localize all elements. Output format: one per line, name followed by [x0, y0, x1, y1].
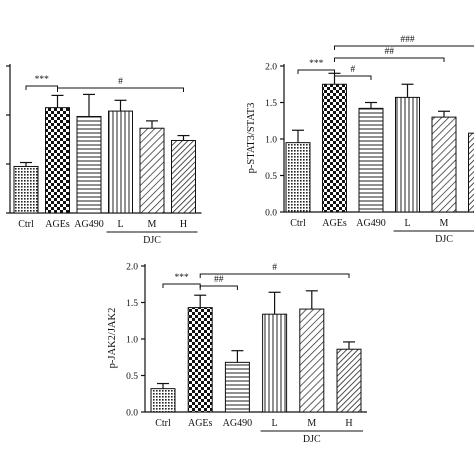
- y-axis-label: p-STAT3/STAT3: [246, 103, 257, 174]
- bar-h: [468, 132, 474, 213]
- significance-label: #: [350, 65, 355, 75]
- x-tick-label: M: [148, 219, 157, 230]
- significance-bracket: [334, 57, 445, 62]
- x-tick-label: Ctrl: [18, 219, 34, 230]
- significance-label: ###: [400, 35, 415, 45]
- x-tick-label: L: [404, 218, 410, 229]
- chart-panel-3: 0.0 0.5 1.0 1.5 2.0 p-JAK2/JAK2 Ctrl AGEs AG490 L…: [107, 263, 367, 445]
- bar-m: [139, 127, 165, 214]
- significance-label: ***: [309, 59, 324, 69]
- x-tick-label: AG490: [356, 218, 385, 229]
- significance-label: ***: [35, 75, 50, 85]
- x-tick-label: AGEs: [322, 218, 347, 229]
- x-tick-label: M: [440, 218, 449, 229]
- chart-panel-2: 0.0 0.5 1.0 1.5 2.0 p-STAT3/STAT3 Ctrl AGEs AG49…: [246, 35, 474, 245]
- bar-m: [299, 308, 325, 413]
- y-tick-label: 1.5: [126, 299, 138, 309]
- bar-ages: [322, 83, 347, 213]
- bar-m: [431, 116, 457, 213]
- y-tick-label: 0.0: [126, 409, 138, 419]
- y-axis-label: p-JAK2/JAK2: [107, 308, 118, 369]
- bar-ages: [187, 307, 213, 413]
- significance-bracket: [199, 273, 350, 278]
- bar-h: [336, 348, 362, 413]
- x-tick-label: AG490: [74, 219, 103, 230]
- x-tick-label: Ctrl: [155, 418, 171, 429]
- x-tick-label: H: [180, 219, 187, 230]
- significance-label: ##: [214, 275, 224, 285]
- significance-bracket: [57, 87, 184, 92]
- bar-ctrl: [13, 165, 39, 214]
- x-tick-label: AGEs: [188, 418, 213, 429]
- y-tick-label: 0.0: [265, 209, 277, 219]
- bar-ag490: [76, 115, 102, 214]
- significance-bracket: [25, 85, 58, 90]
- x-tick-label: L: [117, 219, 123, 230]
- significance-bracket: [162, 283, 201, 288]
- group-label: DJC: [303, 434, 321, 445]
- significance-bracket: [297, 69, 335, 74]
- bar-l: [108, 110, 133, 214]
- y-tick-label: 2.0: [265, 63, 277, 73]
- x-tick-label: AGEs: [45, 219, 70, 230]
- x-tick-label: M: [307, 418, 316, 429]
- y-tick-label: 1.5: [265, 99, 277, 109]
- significance-label: ***: [174, 273, 189, 283]
- bar-l: [262, 313, 288, 413]
- significance-bracket: [334, 75, 372, 80]
- bar-ag490: [224, 361, 250, 413]
- y-tick-label: 0.5: [265, 172, 277, 182]
- y-tick-label: 0.5: [126, 372, 138, 382]
- bar-l: [395, 96, 420, 213]
- bar-ctrl: [285, 142, 311, 213]
- group-label: DJC: [143, 235, 161, 246]
- significance-bracket: [199, 285, 238, 290]
- y-tick-label: 2.0: [126, 263, 138, 273]
- significance-bracket: [334, 45, 474, 50]
- bar-h: [171, 139, 196, 214]
- bar-ages: [45, 107, 70, 214]
- bar-ctrl: [150, 388, 176, 413]
- bar-ag490: [358, 107, 384, 213]
- x-tick-label: Ctrl: [290, 218, 306, 229]
- x-tick-label: L: [272, 418, 278, 429]
- significance-label: #: [272, 263, 277, 273]
- y-tick-label: 1.0: [265, 136, 277, 146]
- y-tick-label: 1.0: [126, 336, 138, 346]
- significance-label: ##: [385, 47, 395, 57]
- x-tick-label: H: [345, 418, 352, 429]
- group-label: DJC: [435, 234, 453, 245]
- chart-panel-1: Ctrl AGEs AG490 L M H DJC *** #: [6, 64, 202, 246]
- significance-label: #: [118, 77, 123, 87]
- x-tick-label: AG490: [223, 418, 252, 429]
